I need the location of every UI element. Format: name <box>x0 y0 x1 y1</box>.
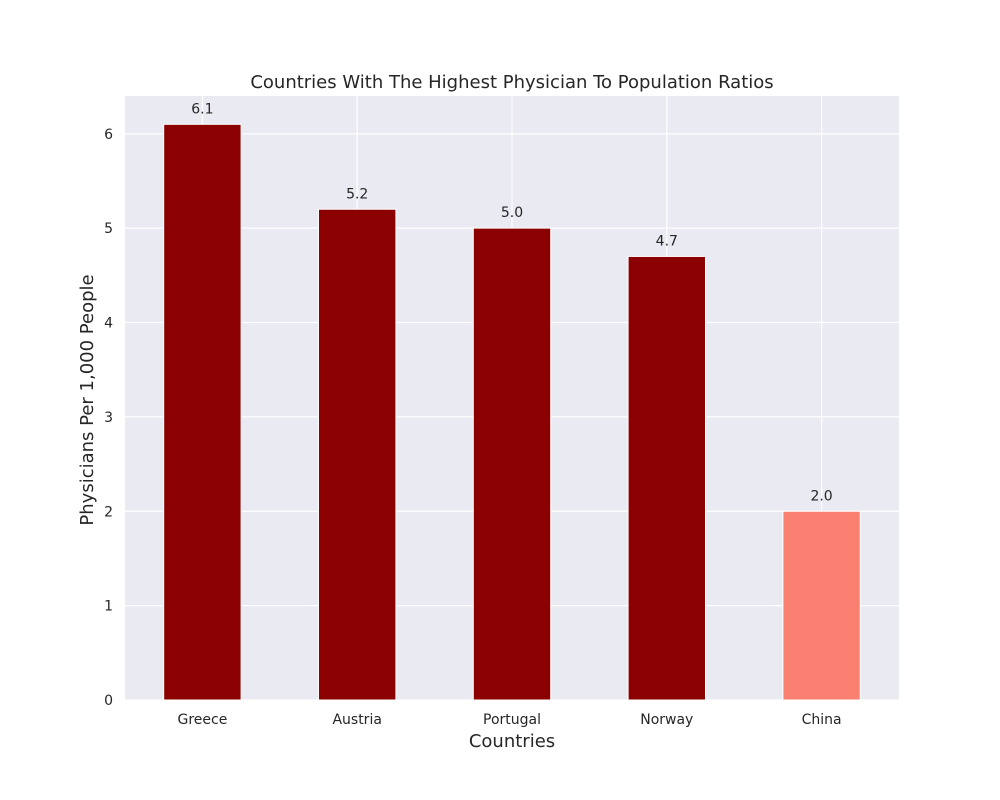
bar-norway <box>627 255 706 701</box>
bar-china <box>782 510 861 701</box>
value-label-portugal: 5.0 <box>501 205 523 221</box>
y-tick-labels: 0 1 2 3 4 5 6 <box>104 127 113 709</box>
y-tick-label: 2 <box>104 504 113 520</box>
bars <box>163 123 861 701</box>
x-tick-label-portugal: Portugal <box>483 712 541 728</box>
bar-portugal <box>472 227 552 701</box>
bar-greece <box>163 123 242 701</box>
x-tick-label-greece: Greece <box>177 712 227 728</box>
x-tick-labels: Greece Austria Portugal Norway China <box>177 712 841 728</box>
x-axis-label: Countries <box>469 731 555 752</box>
value-label-greece: 6.1 <box>191 101 213 117</box>
x-tick-label-norway: Norway <box>640 712 693 728</box>
value-label-austria: 5.2 <box>346 186 368 202</box>
y-tick-label: 1 <box>104 599 113 615</box>
x-tick-label-austria: Austria <box>332 712 381 728</box>
chart-title: Countries With The Highest Physician To … <box>250 72 773 93</box>
value-label-norway: 4.7 <box>656 233 678 249</box>
y-tick-label: 0 <box>104 693 113 709</box>
x-tick-label-china: China <box>802 712 842 728</box>
y-tick-label: 4 <box>104 316 113 332</box>
value-labels: 6.1 5.2 5.0 4.7 2.0 <box>191 101 832 504</box>
y-tick-label: 6 <box>104 127 113 143</box>
bar-austria <box>318 208 397 701</box>
value-label-china: 2.0 <box>810 488 832 504</box>
y-tick-label: 5 <box>104 221 113 237</box>
y-tick-label: 3 <box>104 410 113 426</box>
y-axis-label: Physicians Per 1,000 People <box>77 274 98 525</box>
